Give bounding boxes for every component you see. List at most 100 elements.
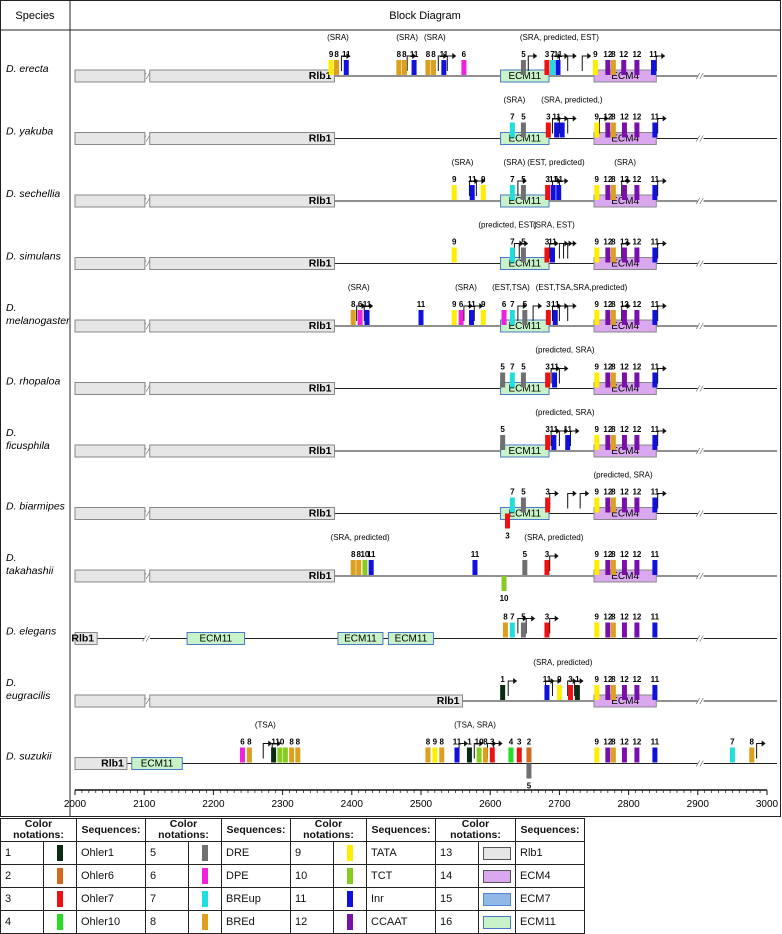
motif-bar-5 <box>520 247 526 263</box>
block-label: ECM4 <box>611 71 639 82</box>
tss-arrowhead <box>662 428 667 434</box>
axis-break-gap <box>143 635 150 642</box>
motif-bar-5 <box>520 185 526 200</box>
motif-bar-3 <box>545 185 551 200</box>
motif-label: 4 <box>509 738 514 747</box>
species-name-part: takahashii <box>6 565 54 577</box>
motif-label: 5 <box>521 113 526 122</box>
motif-bar-7 <box>509 122 515 138</box>
tss-arrow <box>363 305 371 321</box>
motif-bar-12 <box>621 622 627 638</box>
tss-arrow <box>518 243 526 259</box>
block-label: ECM11 <box>141 759 174 770</box>
axis-break-gap <box>697 573 704 579</box>
motif-label: 3 <box>546 300 551 309</box>
legend-number-cell: 7 <box>145 887 189 911</box>
species-name: D. erecta <box>6 63 49 75</box>
evidence-note: (predicted, SRA) <box>535 346 594 355</box>
tss-arrowhead <box>522 615 527 622</box>
axis-break-mark: ⁄ ⁄ <box>696 322 705 331</box>
tss-arrow <box>558 430 566 446</box>
legend-number-cell: 12 <box>290 910 334 934</box>
block-label: Rlb1 <box>309 570 332 582</box>
legend-sequence-name: Inr <box>371 893 384 905</box>
motif-label: 9 <box>452 238 457 247</box>
motif-bar-reverse-10 <box>501 576 507 591</box>
legend-sequence-cell: Ohler10 <box>76 910 146 934</box>
motif-label: 11 <box>554 50 563 59</box>
legend-header-color: Color notations: <box>145 818 222 842</box>
motif-bar-12 <box>621 560 627 575</box>
legend-number-cell: 15 <box>435 887 479 911</box>
axis-break-gap <box>697 698 704 704</box>
outer-border <box>0 0 781 817</box>
block-label: Rlb1 <box>101 758 124 770</box>
motif-label: 3 <box>545 50 550 59</box>
block-label: ECM11 <box>508 71 541 82</box>
tss-arrowhead <box>564 365 569 372</box>
legend-color-swatch <box>483 892 511 906</box>
legend-swatch-cell <box>478 841 516 865</box>
axis-break-mark: ⁄ ⁄ <box>696 72 705 81</box>
axis-break-mark: ⁄ ⁄ <box>696 760 705 769</box>
legend-number-cell: 13 <box>435 841 479 865</box>
motif-bar-12 <box>634 685 640 700</box>
motif-label: 8 <box>247 738 252 747</box>
motif-bar-12 <box>634 122 640 138</box>
motif-label: 12 <box>603 738 612 747</box>
motif-bar-3 <box>544 60 550 75</box>
tss-arrow <box>551 680 559 696</box>
motif-label: 11 <box>548 238 557 247</box>
axis-break-mark: ⁄ ⁄ <box>142 197 151 206</box>
tss-arrowhead <box>556 365 561 372</box>
legend-number-cell: 6 <box>145 864 189 888</box>
legend-sequence-cell: TCT <box>366 864 436 888</box>
block-rlb1 <box>74 507 146 520</box>
axis-break-mark: ⁄ ⁄ <box>142 635 151 644</box>
axis-break-mark: ⁄ ⁄ <box>142 72 151 81</box>
motif-label: 8 <box>440 738 445 747</box>
legend-sequence-name: BREup <box>226 893 261 905</box>
motif-bar-1 <box>466 747 472 763</box>
motif-bar-11 <box>652 685 658 700</box>
block-label: Rlb1 <box>309 258 332 270</box>
evidence-note: (predicted, SRA) <box>593 471 652 480</box>
tss-arrow <box>655 55 663 71</box>
block-label: ECM4 <box>611 384 639 395</box>
motif-label: 5 <box>523 300 528 309</box>
motif-bar-11 <box>652 435 658 450</box>
tss-arrowhead <box>522 303 527 309</box>
axis-break-mark: ⁄ ⁄ <box>696 135 705 144</box>
motif-label: 3 <box>545 363 550 372</box>
motif-bar-8 <box>502 622 508 638</box>
motif-label: 12 <box>620 488 629 497</box>
motif-bar-8 <box>610 435 616 450</box>
legend-header-sequence-text: Sequences: <box>371 823 431 836</box>
motif-bar-11 <box>652 560 658 575</box>
tss-arrow <box>550 430 558 446</box>
motif-label: 11 <box>549 175 558 184</box>
legend-swatch-cell <box>188 910 222 934</box>
motif-bar-8 <box>289 747 295 763</box>
tss-arrow <box>621 305 628 321</box>
legend-number: 14 <box>440 870 453 882</box>
tss-arrow <box>262 743 270 759</box>
motif-label: 1 <box>467 738 472 747</box>
evidence-note: (predicted, SRA) <box>535 408 594 417</box>
motif-bar-9 <box>594 435 600 450</box>
axis-break-gap <box>697 635 704 642</box>
legend-header-color-text: Color notations: <box>13 818 64 841</box>
species-name: D. takahashii <box>6 552 54 577</box>
legend-header-color-text: Color notations: <box>303 818 354 841</box>
motif-label: 1 <box>500 675 505 684</box>
motif-label-reverse: 3 <box>505 532 510 541</box>
motif-bar-1 <box>271 747 277 763</box>
axis-break-mark: ⁄ ⁄ <box>696 572 705 581</box>
motif-label: 11 <box>367 550 376 559</box>
motif-label: 12 <box>620 113 629 122</box>
motif-label: 3 <box>568 675 573 684</box>
motif-bar-reverse-5 <box>526 763 532 779</box>
motif-bar-9 <box>451 185 457 200</box>
